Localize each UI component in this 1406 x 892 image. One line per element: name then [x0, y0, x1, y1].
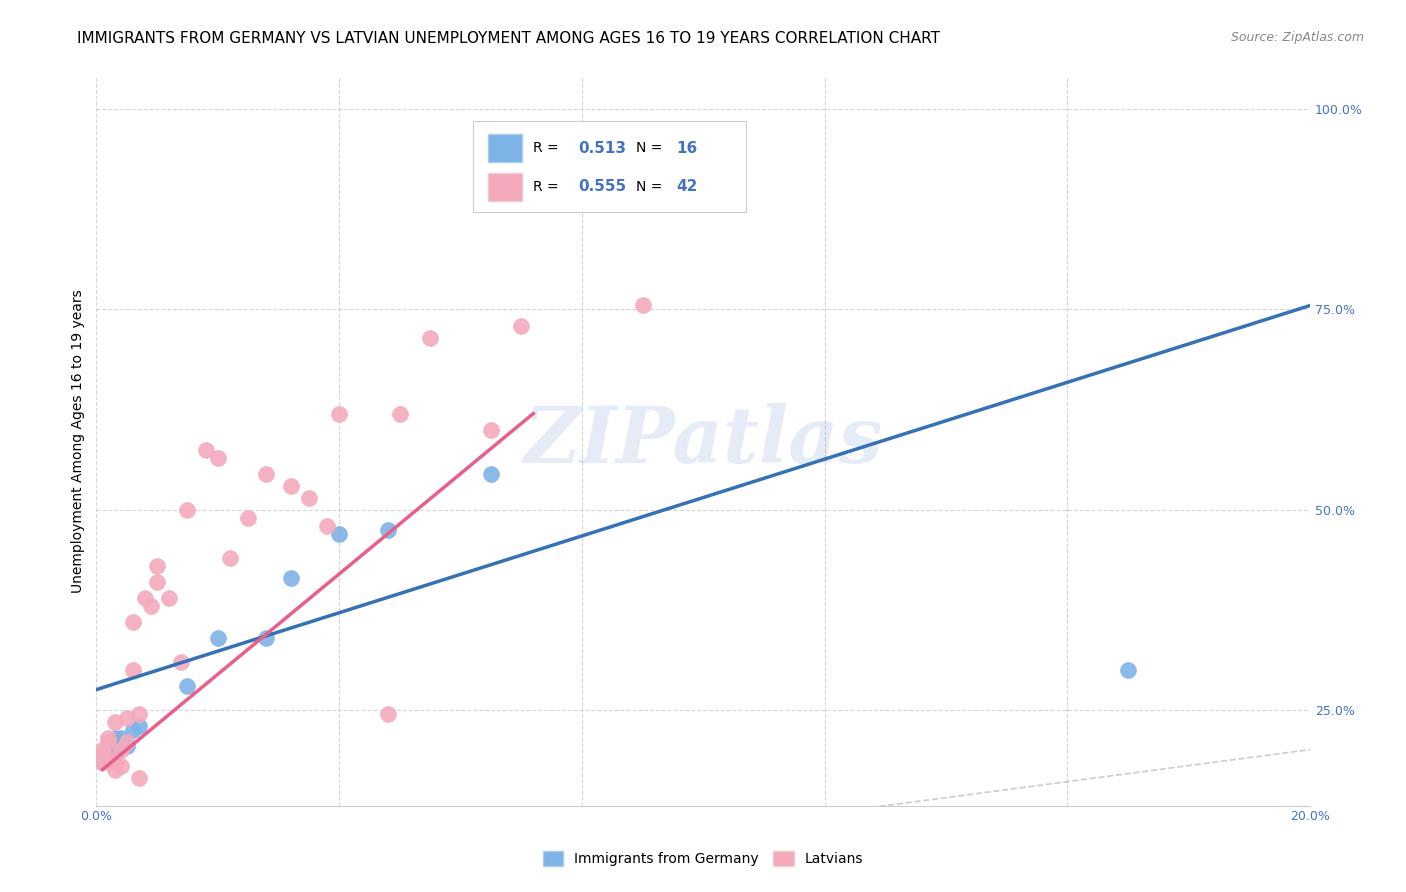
Point [97, 734, 120, 748]
Point [316, 518, 339, 533]
FancyBboxPatch shape [488, 134, 523, 162]
Point [115, 734, 138, 748]
Point [91, 747, 114, 761]
Point [103, 731, 125, 745]
Point [110, 731, 132, 745]
Point [103, 747, 125, 761]
Point [1116, 663, 1139, 677]
Point [134, 591, 156, 605]
Point [479, 423, 502, 437]
Point [97, 750, 120, 764]
Point [128, 706, 150, 721]
Text: R =: R = [533, 141, 564, 155]
Point [97, 755, 120, 769]
Point [91, 755, 114, 769]
Point [157, 591, 180, 605]
Point [207, 450, 229, 465]
Text: IMMIGRANTS FROM GERMANY VS LATVIAN UNEMPLOYMENT AMONG AGES 16 TO 19 YEARS CORREL: IMMIGRANTS FROM GERMANY VS LATVIAN UNEMP… [77, 31, 941, 46]
Text: 16: 16 [676, 141, 697, 155]
Point [103, 755, 125, 769]
Point [298, 491, 321, 505]
Point [103, 714, 125, 729]
Point [254, 631, 277, 645]
Point [91, 755, 114, 769]
Text: Source: ZipAtlas.com: Source: ZipAtlas.com [1230, 31, 1364, 45]
Point [115, 739, 138, 753]
Text: 0.555: 0.555 [578, 179, 626, 194]
Point [328, 407, 350, 421]
Text: N =: N = [637, 141, 668, 155]
Point [479, 467, 502, 481]
Text: R =: R = [533, 179, 564, 194]
Point [110, 758, 132, 772]
Point [103, 755, 125, 769]
FancyBboxPatch shape [488, 173, 523, 201]
Point [631, 298, 654, 312]
Point [128, 718, 150, 732]
Y-axis label: Unemployment Among Ages 16 to 19 years: Unemployment Among Ages 16 to 19 years [72, 290, 86, 593]
Point [419, 330, 441, 344]
Point [146, 558, 169, 573]
Point [328, 526, 350, 541]
Point [97, 747, 120, 761]
Point [236, 510, 259, 524]
Point [194, 442, 217, 457]
Point [121, 723, 143, 737]
Point [91, 750, 114, 764]
Point [128, 771, 150, 785]
FancyBboxPatch shape [472, 121, 745, 212]
Text: N =: N = [637, 179, 668, 194]
Point [176, 679, 198, 693]
Point [170, 655, 193, 669]
Point [377, 706, 399, 721]
Point [97, 731, 120, 745]
Point [146, 574, 169, 589]
Point [207, 631, 229, 645]
Point [388, 407, 411, 421]
Text: ZIPatlas: ZIPatlas [523, 403, 883, 480]
Point [280, 478, 302, 492]
Text: 0.513: 0.513 [578, 141, 626, 155]
Point [103, 763, 125, 777]
Point [254, 467, 277, 481]
Point [91, 742, 114, 756]
Legend: Immigrants from Germany, Latvians: Immigrants from Germany, Latvians [537, 846, 869, 871]
Point [377, 523, 399, 537]
Point [510, 318, 533, 333]
Point [139, 599, 162, 613]
Point [121, 663, 143, 677]
Point [115, 710, 138, 724]
Point [280, 570, 302, 584]
Point [218, 550, 240, 565]
Point [110, 742, 132, 756]
Point [121, 615, 143, 629]
Text: 42: 42 [676, 179, 697, 194]
Point [176, 502, 198, 516]
